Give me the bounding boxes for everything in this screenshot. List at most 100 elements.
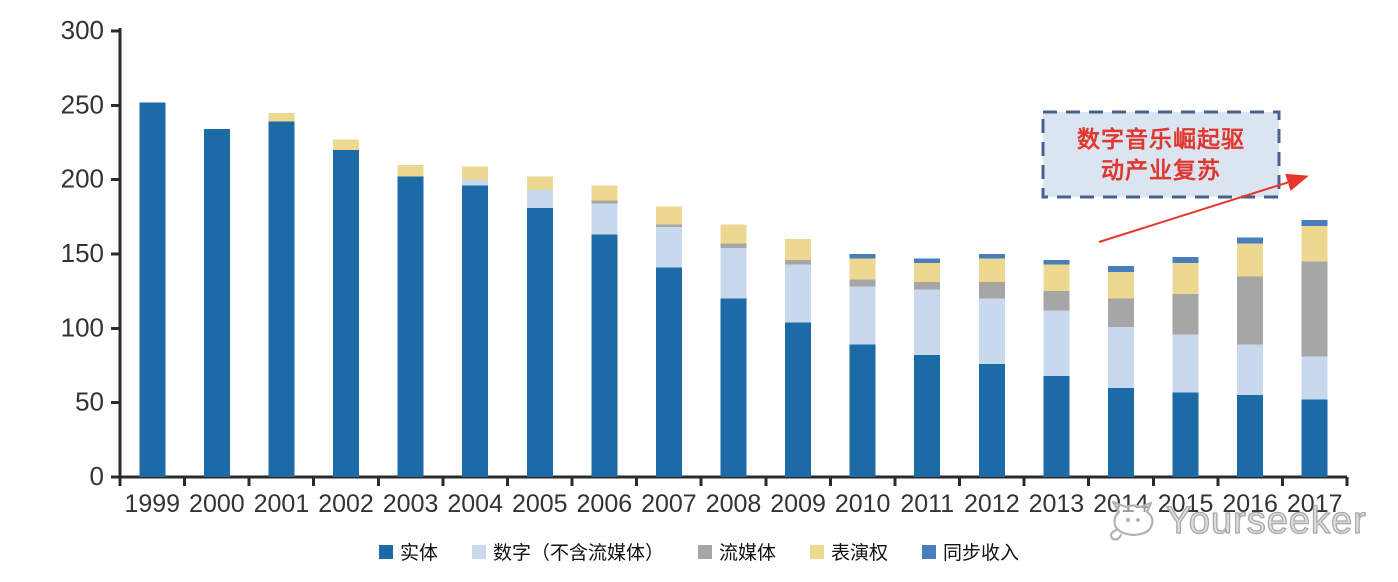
x-axis-year-label: 2016 <box>1222 490 1278 518</box>
segment-physical <box>333 149 360 477</box>
bar-2010 <box>849 254 876 477</box>
segment-physical <box>785 322 812 477</box>
segment-performance-rights <box>526 176 553 191</box>
segment-performance-rights <box>462 166 489 180</box>
legend-label-performance-rights: 表演权 <box>831 543 889 564</box>
bars <box>139 102 1328 478</box>
legend-item-digital-ex-streaming: 数字（不含流媒体） <box>471 538 664 565</box>
segment-physical <box>720 298 747 477</box>
segment-physical <box>1172 392 1199 477</box>
segment-sync-revenue <box>1172 256 1199 263</box>
segment-physical <box>1043 375 1070 477</box>
segment-streaming <box>849 279 876 287</box>
segment-digital-ex-streaming <box>1043 310 1070 376</box>
segment-streaming <box>1301 261 1328 357</box>
segment-digital-ex-streaming <box>1301 356 1328 400</box>
segment-streaming <box>655 224 682 228</box>
x-axis-year-label: 2015 <box>1158 490 1214 518</box>
segment-streaming <box>1043 291 1070 311</box>
segment-streaming <box>591 200 618 204</box>
bar-1999 <box>139 102 166 478</box>
x-axis-year-label: 2012 <box>964 490 1020 518</box>
segment-streaming <box>1237 276 1264 345</box>
segment-performance-rights <box>333 139 360 150</box>
segment-physical <box>978 364 1005 477</box>
x-axis-year-label: 2000 <box>189 490 245 518</box>
segment-sync-revenue <box>1301 219 1328 226</box>
segment-digital-ex-streaming <box>1237 344 1264 396</box>
segment-physical <box>914 355 941 477</box>
segment-physical <box>1301 399 1328 477</box>
x-axis-year-label: 2006 <box>577 490 633 518</box>
segment-performance-rights <box>1301 225 1328 262</box>
x-axis-year-label: 2007 <box>641 490 697 518</box>
y-axis-tick-label: 300 <box>61 15 104 45</box>
y-axis-tick-label: 250 <box>61 89 104 119</box>
legend-swatch-sync-revenue <box>922 544 937 559</box>
segment-streaming <box>1107 298 1134 327</box>
segment-streaming <box>1172 294 1199 335</box>
x-axis-year-label: 2002 <box>318 490 374 518</box>
segment-physical <box>462 185 489 477</box>
annotation-layer <box>1041 110 1309 243</box>
segment-physical <box>655 267 682 477</box>
segment-digital-ex-streaming <box>591 203 618 235</box>
y-axis-tick-label: 50 <box>75 387 104 417</box>
segment-physical <box>397 176 424 477</box>
legend-label-digital-ex-streaming: 数字（不含流媒体） <box>492 543 664 564</box>
y-axis-tick-label: 150 <box>61 238 104 268</box>
segment-sync-revenue <box>1237 237 1264 244</box>
x-axis-year-label: 2009 <box>770 490 826 518</box>
segment-performance-rights <box>849 258 876 280</box>
segment-performance-rights <box>655 206 682 225</box>
segment-digital-ex-streaming <box>720 248 747 299</box>
x-axis-year-label: 2011 <box>900 490 954 518</box>
legend-label-physical: 实体 <box>399 543 438 564</box>
axis-labels: 0 50 100 150 200 250 300 1999 2000 2001 2002 2003 20… <box>61 15 1343 518</box>
segment-performance-rights <box>978 258 1005 283</box>
segment-physical <box>849 344 876 477</box>
segment-digital-ex-streaming <box>1172 334 1199 393</box>
segment-streaming <box>914 282 941 290</box>
segment-physical <box>591 234 618 477</box>
segment-performance-rights <box>720 224 747 244</box>
segment-physical <box>1107 387 1134 477</box>
bar-2002 <box>333 139 360 477</box>
legend-swatch-physical <box>378 544 393 559</box>
segment-performance-rights <box>1043 264 1070 292</box>
segment-performance-rights <box>785 239 812 260</box>
segment-performance-rights <box>591 185 618 201</box>
y-axis-tick-label: 100 <box>61 312 104 342</box>
segment-performance-rights <box>1237 243 1264 277</box>
bar-2017 <box>1301 219 1328 477</box>
x-axis-year-label: 2003 <box>383 490 439 518</box>
segment-digital-ex-streaming <box>526 190 553 208</box>
segment-digital-ex-streaming <box>849 286 876 345</box>
x-axis-year-label: 2017 <box>1287 490 1343 518</box>
segment-digital-ex-streaming <box>1107 326 1134 388</box>
segment-physical <box>203 129 230 477</box>
legend-label-sync-revenue: 同步收入 <box>943 543 1020 564</box>
legend-swatch-digital-ex-streaming <box>471 544 486 559</box>
segment-streaming <box>978 282 1005 299</box>
segment-performance-rights <box>1107 271 1134 299</box>
segment-digital-ex-streaming <box>914 289 941 356</box>
y-axis-tick-label: 0 <box>90 461 104 491</box>
x-axis-year-label: 2008 <box>706 490 762 518</box>
bar-2005 <box>526 176 553 477</box>
segment-performance-rights <box>268 112 295 122</box>
segment-streaming <box>720 243 747 249</box>
segment-performance-rights <box>1172 262 1199 295</box>
bar-2000 <box>203 129 230 477</box>
legend-item-performance-rights: 表演权 <box>810 538 888 565</box>
legend-item-physical: 实体 <box>378 538 438 565</box>
segment-physical <box>1237 395 1264 477</box>
segment-performance-rights <box>397 164 424 177</box>
bar-2013 <box>1043 259 1070 477</box>
x-axis-year-label: 2010 <box>835 490 891 518</box>
segment-sync-revenue <box>914 258 941 263</box>
x-axis-year-label: 2004 <box>447 490 503 518</box>
axes <box>111 28 1349 486</box>
segment-sync-revenue <box>978 254 1005 259</box>
